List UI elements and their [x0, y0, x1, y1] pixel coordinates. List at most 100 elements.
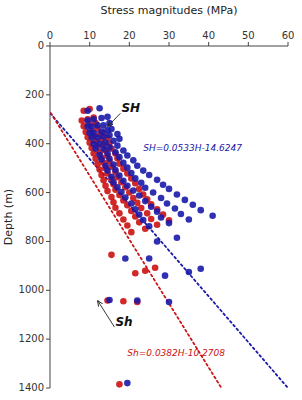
y-tick — [46, 46, 50, 47]
scatter-point — [162, 272, 169, 279]
scatter-point — [186, 216, 193, 223]
scatter-point — [152, 265, 159, 272]
y-tick-label: 1400 — [19, 382, 44, 393]
scatter-point — [106, 156, 113, 163]
scatter-point — [98, 115, 105, 122]
scatter-point — [78, 117, 85, 124]
scatter-point — [148, 203, 155, 210]
annotation: SH=0.0533H-14.6247 — [143, 143, 242, 153]
scatter-point — [116, 136, 123, 143]
regression-line — [51, 113, 221, 388]
scatter-point — [136, 211, 143, 218]
scatter-point — [172, 205, 179, 212]
scatter-point — [136, 186, 143, 193]
scatter-point — [132, 206, 139, 213]
scatter-point — [108, 173, 115, 180]
scatter-point — [88, 134, 95, 141]
scatter-point — [112, 204, 119, 211]
x-tick-label: 30 — [163, 30, 176, 41]
scatter-point — [116, 210, 123, 217]
y-tick — [46, 94, 50, 95]
x-tick-label: 40 — [202, 30, 215, 41]
scatter-point — [122, 255, 129, 262]
scatter-point — [120, 298, 127, 305]
y-tick — [46, 290, 50, 291]
y-tick-label: 0 — [38, 40, 44, 51]
x-tick-label: 60 — [282, 30, 295, 41]
scatter-point — [186, 269, 193, 276]
scatter-point — [84, 117, 91, 124]
scatter-point — [114, 142, 121, 149]
scatter-point — [138, 205, 145, 212]
annotation: Sh — [115, 315, 132, 329]
scatter-point — [108, 252, 115, 259]
scatter-point — [104, 167, 111, 174]
scatter-point — [134, 162, 141, 169]
annotation-arrow — [98, 301, 115, 327]
scatter-point — [160, 181, 167, 188]
scatter-point — [166, 299, 173, 306]
x-tick — [208, 42, 209, 46]
scatter-point — [88, 123, 95, 130]
scatter-point — [178, 211, 185, 218]
x-tick-label: 20 — [123, 30, 136, 41]
scatter-point — [128, 170, 135, 177]
scatter-point — [98, 156, 105, 163]
annotation: Sh=0.0382H-10.2708 — [127, 348, 225, 358]
y-axis-label: Depth (m) — [2, 189, 15, 245]
scatter-point — [142, 198, 149, 205]
y-tick-label: 200 — [25, 89, 44, 100]
plot-area — [50, 105, 288, 388]
scatter-point — [132, 270, 139, 277]
x-tick-label: 0 — [47, 30, 53, 41]
scatter-point — [108, 126, 115, 133]
x-tick — [129, 42, 130, 46]
y-tick-label: 600 — [25, 187, 44, 198]
scatter-point — [132, 175, 139, 182]
scatter-point — [116, 172, 123, 179]
scatter-point — [148, 216, 155, 223]
scatter-point — [128, 229, 135, 236]
scatter-point — [134, 297, 141, 304]
scatter-point — [122, 194, 129, 201]
scatter-point — [116, 154, 123, 161]
annotation-arrow — [108, 113, 121, 126]
scatter-point — [124, 380, 131, 387]
scatter-point — [100, 133, 107, 140]
scatter-point — [90, 116, 97, 123]
scatter-point — [106, 132, 113, 139]
scatter-point — [124, 182, 131, 189]
scatter-point — [110, 161, 117, 168]
scatter-point — [120, 216, 127, 223]
y-tick-label: 400 — [25, 138, 44, 149]
chart: 01020304050600200400600800100012001400St… — [0, 0, 302, 400]
y-tick — [46, 388, 50, 389]
x-tick — [50, 42, 51, 46]
annotation: SH — [121, 101, 140, 115]
scatter-point — [124, 152, 131, 159]
scatter-point — [130, 157, 137, 164]
scatter-point — [116, 381, 123, 388]
scatter-point — [142, 184, 149, 191]
y-tick — [46, 143, 50, 144]
x-tick — [89, 42, 90, 46]
scatter-point — [146, 223, 153, 230]
scatter-point — [118, 189, 125, 196]
y-tick — [46, 192, 50, 193]
y-tick-label: 1000 — [19, 284, 44, 295]
scatter-point — [158, 214, 165, 221]
scatter-point — [166, 186, 173, 193]
y-axis-line — [50, 46, 51, 388]
scatter-point — [146, 172, 153, 179]
scatter-point — [197, 207, 204, 214]
scatter-point — [150, 189, 157, 196]
y-tick-label: 800 — [25, 235, 44, 246]
scatter-point — [197, 265, 204, 272]
x-tick — [288, 42, 289, 46]
scatter-point — [124, 164, 131, 171]
scatter-point — [96, 105, 103, 112]
scatter-point — [130, 187, 137, 194]
scatter-point — [154, 177, 161, 184]
x-tick-label: 50 — [242, 30, 255, 41]
y-tick-label: 1200 — [19, 333, 44, 344]
